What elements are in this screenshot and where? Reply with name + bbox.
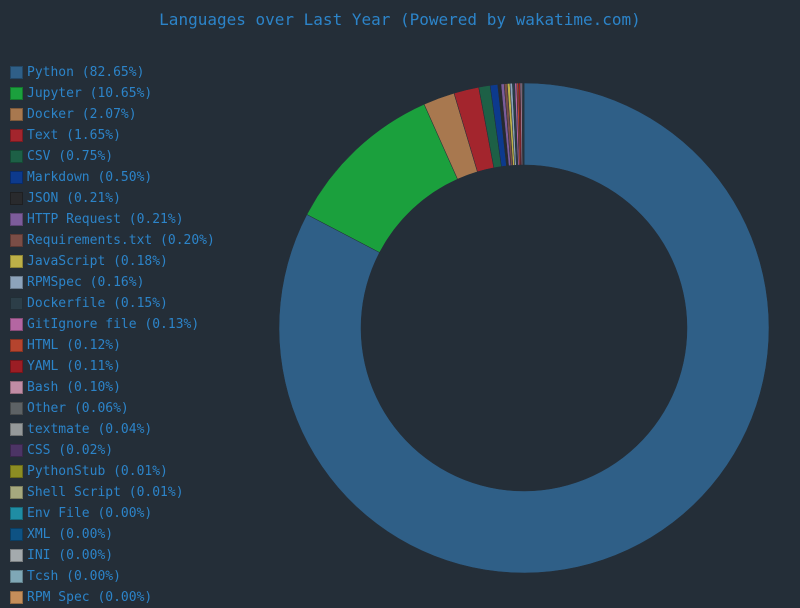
- donut-chart: [0, 0, 800, 600]
